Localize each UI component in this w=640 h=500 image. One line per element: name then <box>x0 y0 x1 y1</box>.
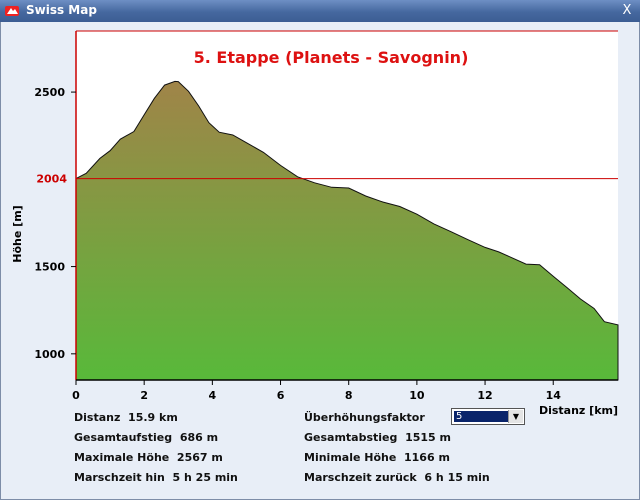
x-tick-label: 10 <box>409 389 425 402</box>
stat-hin-label: Marschzeit hin <box>74 471 165 484</box>
y-tick-label: 1000 <box>34 348 65 361</box>
x-tick-label: 4 <box>209 389 217 402</box>
x-tick-label: 14 <box>546 389 562 402</box>
stat-abstieg: Gesamtabstieg 1515 m <box>304 431 451 444</box>
elevation-area <box>75 80 619 381</box>
factor-select-value: 5 <box>454 411 508 422</box>
x-tick-label: 0 <box>72 389 80 402</box>
x-tick-label: 2 <box>140 389 148 402</box>
stat-distanz-label: Distanz <box>74 411 121 424</box>
stat-abstieg-label: Gesamtabstieg <box>304 431 398 444</box>
stat-aufstieg: Gesamtaufstieg 686 m <box>74 431 218 444</box>
stat-zurueck: Marschzeit zurück 6 h 15 min <box>304 471 490 484</box>
window-title: Swiss Map <box>26 3 97 17</box>
y-tick-label: 2500 <box>34 86 65 99</box>
x-tick-label: 12 <box>477 389 492 402</box>
close-button[interactable]: X <box>622 3 632 18</box>
title-bar[interactable]: Swiss Map X <box>0 0 640 22</box>
chevron-down-icon[interactable]: ▼ <box>508 410 523 423</box>
stat-min: Minimale Höhe 1166 m <box>304 451 450 464</box>
stat-max-label: Maximale Höhe <box>74 451 170 464</box>
stat-max-value: 2567 m <box>176 451 223 464</box>
x-tick-label: 8 <box>345 389 353 402</box>
stat-hin: Marschzeit hin 5 h 25 min <box>74 471 238 484</box>
reference-elevation-label: 2004 <box>36 173 67 186</box>
stat-distanz-value: 15.9 km <box>128 411 178 424</box>
y-axis-label: Höhe [m] <box>11 205 24 262</box>
stat-distanz: Distanz 15.9 km <box>74 411 178 424</box>
stat-zurueck-label: Marschzeit zurück <box>304 471 417 484</box>
factor-select[interactable]: 5 ▼ <box>451 408 525 425</box>
stat-min-value: 1166 m <box>404 451 450 464</box>
stat-zurueck-value: 6 h 15 min <box>424 471 490 484</box>
x-axis-label: Distanz [km] <box>539 404 618 417</box>
elevation-profile-chart: 0 2 4 6 8 10 12 14 1000 1500 2500 2004 5. Etappe … <box>11 30 619 417</box>
stat-aufstieg-label: Gesamtaufstieg <box>74 431 173 444</box>
stat-aufstieg-value: 686 m <box>179 431 219 444</box>
factor-label: Überhöhungsfaktor <box>304 411 425 424</box>
stat-abstieg-value: 1515 m <box>405 431 451 444</box>
stat-hin-value: 5 h 25 min <box>172 471 238 484</box>
stat-max: Maximale Höhe 2567 m <box>74 451 223 464</box>
x-tick-label: 6 <box>277 389 285 402</box>
chart-title: 5. Etappe (Planets - Savognin) <box>194 48 469 67</box>
stat-min-label: Minimale Höhe <box>304 451 397 464</box>
swiss-map-app-icon <box>5 6 19 16</box>
y-tick-label: 1500 <box>34 261 65 274</box>
window-body: 0 2 4 6 8 10 12 14 1000 1500 2500 2004 5. Etappe … <box>0 22 640 500</box>
